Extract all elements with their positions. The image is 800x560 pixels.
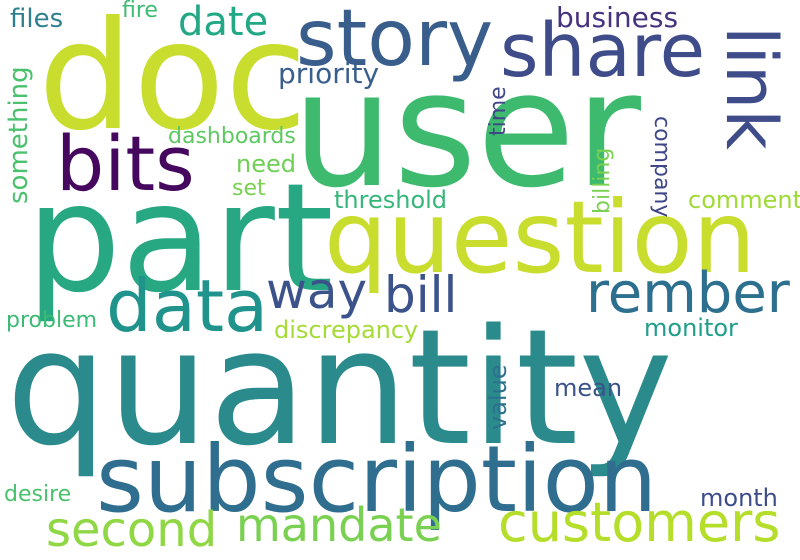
word-comment: comment [688, 186, 800, 214]
word-part: part [26, 152, 334, 326]
word-mandate: mandate [236, 498, 442, 552]
word-set: set [232, 176, 266, 201]
word-question: question [324, 179, 757, 296]
word-mean: mean [554, 374, 623, 402]
word-discrepancy: discrepancy [274, 316, 419, 344]
word-second: second [46, 502, 218, 558]
word-data: data [106, 264, 269, 348]
word-company: company [649, 116, 674, 218]
word-bits: bits [56, 119, 195, 208]
word-doc: doc [38, 0, 308, 164]
word-billing: billing [590, 147, 615, 214]
word-fire: fire [122, 0, 158, 23]
word-user: user [292, 36, 641, 223]
word-something: something [4, 66, 34, 204]
word-story: story [296, 0, 494, 84]
word-business: business [556, 1, 679, 34]
word-time: time [486, 86, 511, 136]
word-monitor: monitor [644, 314, 738, 342]
word-threshold: threshold [334, 186, 448, 214]
word-date: date [178, 0, 269, 45]
word-share: share [500, 8, 706, 94]
word-priority: priority [278, 57, 380, 90]
word-problem: problem [6, 308, 98, 333]
word-bill: bill [384, 266, 458, 324]
word-subscription: subscription [96, 426, 658, 533]
word-rember: rember [586, 261, 790, 326]
word-quantity: quantity [6, 294, 674, 481]
word-value: value [484, 364, 512, 430]
word-dashboards: dashboards [168, 124, 296, 149]
word-need: need [236, 150, 296, 178]
word-way: way [266, 262, 368, 320]
word-files: files [10, 4, 64, 34]
word-desire: desire [4, 482, 72, 507]
word-month: month [700, 484, 778, 512]
word-link: link [710, 26, 792, 150]
word-customers: customers [498, 491, 781, 554]
